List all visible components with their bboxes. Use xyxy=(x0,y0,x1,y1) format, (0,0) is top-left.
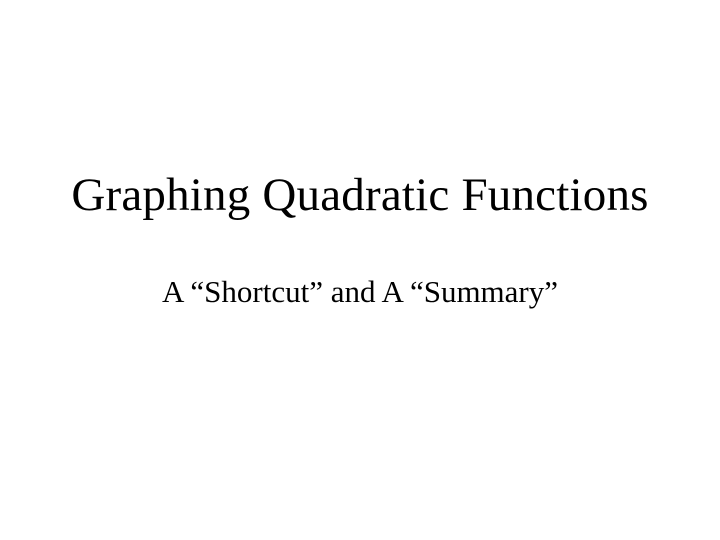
slide-title: Graphing Quadratic Functions xyxy=(71,168,648,222)
slide-subtitle: A “Shortcut” and A “Summary” xyxy=(162,274,558,310)
slide-container: Graphing Quadratic Functions A “Shortcut… xyxy=(0,0,720,540)
